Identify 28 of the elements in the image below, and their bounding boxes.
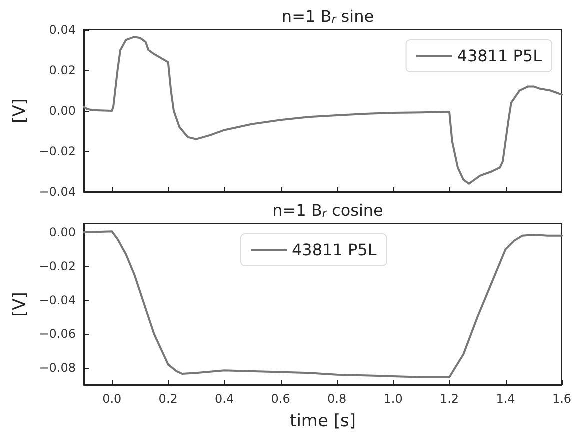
- line-series: [83, 230, 563, 378]
- x-tick-label: 0.8: [328, 392, 347, 406]
- x-tick-label: 0.0: [102, 392, 122, 406]
- x-tick-label: 0.4: [215, 392, 234, 406]
- x-tick-label: 0.2: [158, 392, 178, 406]
- chart-title: n=1 Br sine: [282, 7, 374, 26]
- x-tick-label: 0.6: [271, 392, 290, 406]
- x-tick-label: 1.0: [384, 392, 403, 406]
- x-axis-title: time [s]: [290, 412, 356, 432]
- y-tick-label: −0.04: [39, 185, 76, 199]
- y-tick-label: −0.08: [39, 361, 76, 376]
- x-tick-label: 1.2: [440, 392, 460, 406]
- y-tick-label: −0.06: [39, 327, 76, 342]
- chart-title: n=1 Br cosine: [272, 201, 384, 220]
- x-tick-label: 1.4: [496, 392, 516, 406]
- x-tick-label: 1.6: [552, 392, 572, 406]
- y-tick-label: 0.02: [49, 64, 76, 78]
- line-series: [83, 36, 563, 185]
- y-axis-title: [V]: [10, 98, 30, 124]
- y-tick-label: 0.04: [49, 23, 76, 37]
- y-tick-label: −0.02: [39, 144, 76, 158]
- y-tick-label: −0.02: [39, 259, 76, 274]
- legend-label: 43811 P5L: [457, 46, 542, 66]
- y-tick-label: 0.00: [49, 104, 76, 118]
- y-tick-label: −0.04: [39, 293, 76, 308]
- y-axis-title: [V]: [10, 292, 30, 317]
- y-tick-label: 0.00: [49, 225, 76, 240]
- legend-label: 43811 P5L: [292, 240, 377, 260]
